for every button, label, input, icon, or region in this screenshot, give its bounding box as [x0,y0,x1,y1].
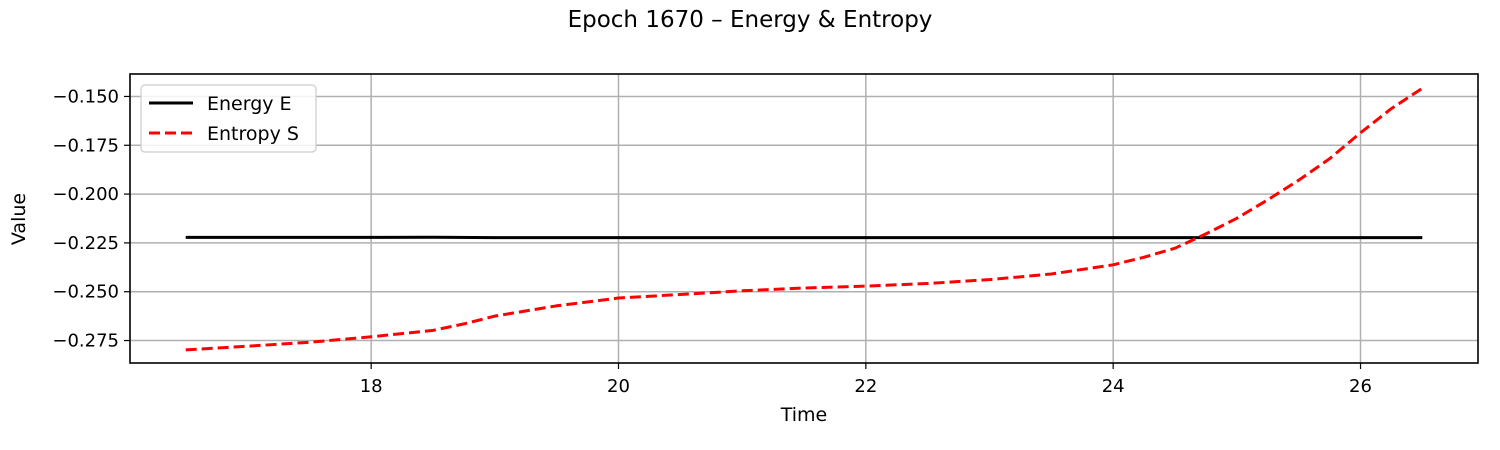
x-axis-title: Time [780,404,828,426]
x-axis: 18 20 22 24 26 [360,363,1372,397]
y-tick-label: −0.200 [52,184,119,205]
plot-frame [129,73,1479,364]
y-tick-label: −0.175 [52,135,119,156]
x-tick-label: 22 [854,376,877,397]
y-axis-title: Value [8,193,30,245]
y-tick-label: −0.250 [52,282,119,303]
series-line-entropy-s [185,87,1424,352]
legend-label: Energy E [207,93,292,115]
grid [130,74,1478,363]
x-tick-label: 18 [360,376,383,397]
x-tick-label: 24 [1102,376,1125,397]
x-tick-label: 26 [1349,376,1372,397]
y-tick-label: −0.150 [52,86,119,107]
y-tick-label: −0.275 [52,331,119,352]
y-tick-label: −0.225 [52,233,119,254]
series-layer [185,87,1424,352]
y-axis: −0.275 −0.250 −0.225 −0.200 −0.175 −0.150 [52,86,130,352]
chart-title: Epoch 1670 – Energy & Entropy [568,7,933,33]
legend-label: Entropy S [207,123,299,145]
legend: Energy E Entropy S [140,84,317,153]
x-tick-label: 20 [607,376,630,397]
